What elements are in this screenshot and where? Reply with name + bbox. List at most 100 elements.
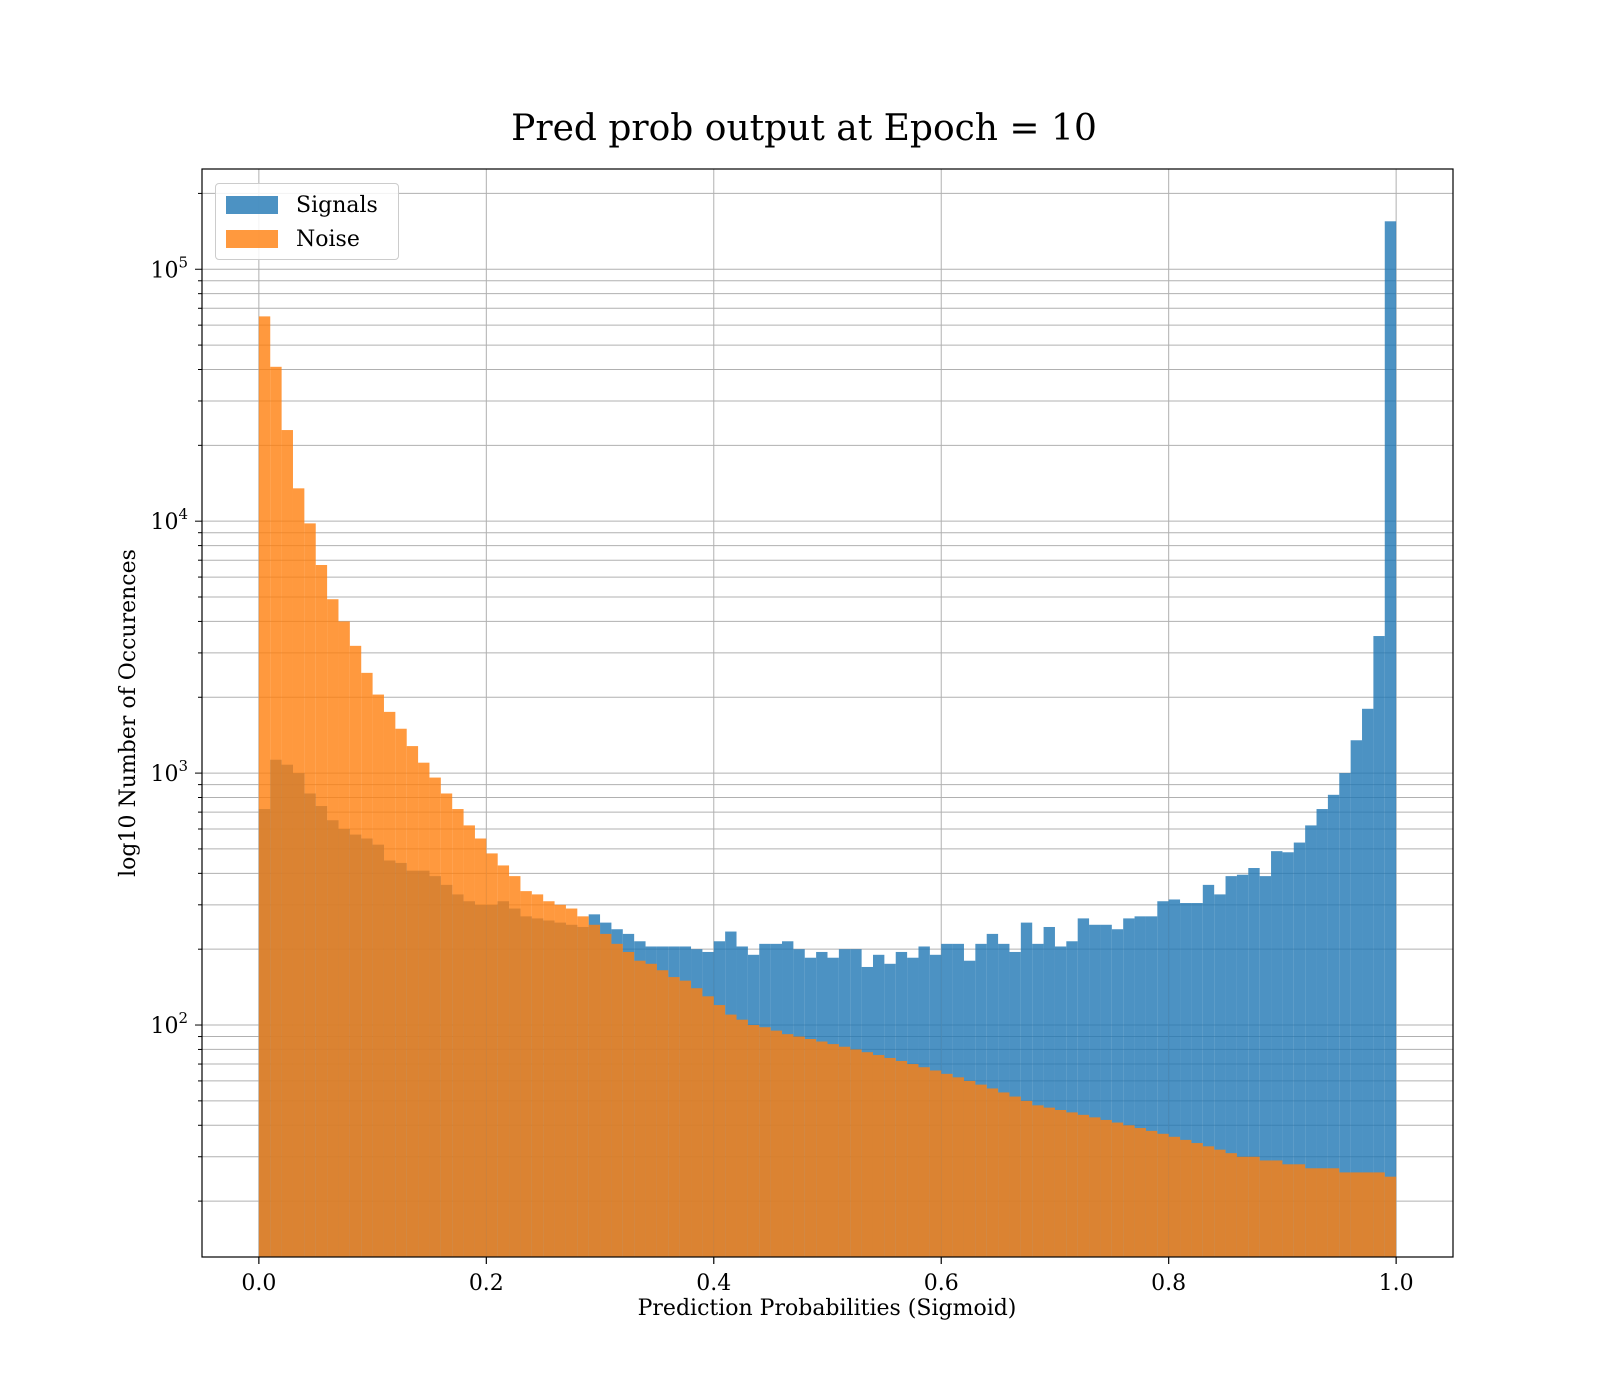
noise-bar [679,980,692,1257]
noise-bar [895,1060,908,1257]
noise-bar [1066,1112,1078,1257]
x-tick-label: 1.0 [1379,1271,1414,1296]
noise-bar [1111,1122,1124,1257]
noise-bar [1168,1136,1181,1257]
noise-bar [543,901,555,1257]
y-tick-base: 10 [150,258,178,283]
noise-bar [304,523,316,1257]
noise-bar [1305,1168,1317,1257]
x-tick-label: 0.4 [696,1271,731,1296]
y-tick-exponent: 3 [178,757,188,775]
signals-bar [1259,876,1272,1257]
signals-bar [1111,929,1124,1257]
signals-bar [1191,903,1203,1257]
legend-swatch-signals [226,196,278,214]
noise-bar [372,694,384,1257]
noise-bar [600,933,612,1257]
signals-bar [1282,852,1294,1257]
noise-bar [1293,1164,1306,1257]
signals-bar [1316,809,1328,1257]
noise-bar [770,1030,783,1257]
noise-bar [634,960,646,1257]
signals-bar [1066,941,1078,1257]
y-tick-base: 10 [150,1014,178,1039]
noise-bar [1123,1125,1135,1257]
signals-bar [1145,916,1158,1257]
signals-bar [1305,825,1317,1257]
signals-bar [1032,943,1044,1257]
noise-bar [258,316,271,1257]
signals-bar [1384,221,1397,1258]
noise-bar [1043,1107,1055,1257]
legend-item-signals: Signals [226,192,378,218]
noise-bar [1191,1143,1203,1257]
noise-bar [702,996,714,1257]
noise-bar [1339,1172,1351,1257]
signals-bar [1180,903,1192,1257]
signals-bar [1043,926,1055,1257]
noise-bar [474,838,487,1257]
noise-bar [1009,1096,1021,1257]
noise-bar [1054,1109,1067,1257]
noise-bar [1134,1128,1146,1257]
noise-bar [884,1057,896,1257]
y-tick-base: 10 [150,510,178,535]
noise-bar [691,988,703,1257]
noise-bar [1180,1139,1192,1257]
noise-bar [1214,1149,1226,1257]
legend-item-noise: Noise [226,226,360,252]
noise-bar [747,1025,760,1257]
noise-bar [986,1088,999,1257]
noise-bar [281,430,293,1257]
y-tick-label: 102 [150,1009,188,1039]
noise-bar [383,711,396,1257]
noise-bar [1316,1168,1328,1257]
signals-bar [1089,924,1101,1257]
noise-bars [258,316,1397,1258]
noise-bar [1225,1153,1237,1257]
noise-bar [338,621,350,1257]
y-tick-exponent: 4 [178,505,188,523]
noise-bar [941,1073,953,1257]
noise-bar [1100,1119,1112,1257]
signals-bar [1100,924,1112,1257]
noise-bar [1384,1176,1397,1257]
noise-bar [838,1046,851,1257]
noise-bar [611,943,623,1257]
signals-bar [1225,876,1237,1257]
x-tick-label: 0.0 [241,1271,276,1296]
noise-bar [861,1052,873,1257]
noise-bar [531,894,544,1257]
noise-bar [520,891,532,1257]
x-tick-label: 0.8 [1151,1271,1186,1296]
noise-bar [1248,1156,1260,1257]
signals-bar [1020,922,1033,1257]
noise-bar [1259,1160,1272,1257]
noise-bar [429,777,441,1257]
noise-bar [668,977,680,1257]
signals-bar [1248,868,1260,1257]
noise-bar [1271,1160,1283,1257]
signals-bar [1077,918,1090,1257]
noise-bar [656,970,669,1257]
noise-bar [782,1034,794,1257]
noise-bar [736,1019,748,1257]
noise-bar [509,876,521,1257]
x-axis-label: Prediction Probabilities (Sigmoid) [638,1296,1017,1321]
noise-bar [270,366,282,1257]
noise-bar [1202,1146,1215,1257]
noise-bar [907,1064,919,1257]
noise-bar [804,1039,817,1257]
noise-bar [292,488,305,1258]
noise-bar [759,1027,771,1257]
noise-bar [1089,1117,1101,1257]
noise-bar [315,564,328,1257]
noise-bar [929,1070,942,1257]
noise-bar [1282,1164,1294,1257]
x-tick-label: 0.6 [924,1271,959,1296]
signals-bar [1339,773,1351,1257]
noise-bar [452,809,464,1257]
signals-bar [1157,901,1169,1257]
noise-bar [827,1044,839,1257]
